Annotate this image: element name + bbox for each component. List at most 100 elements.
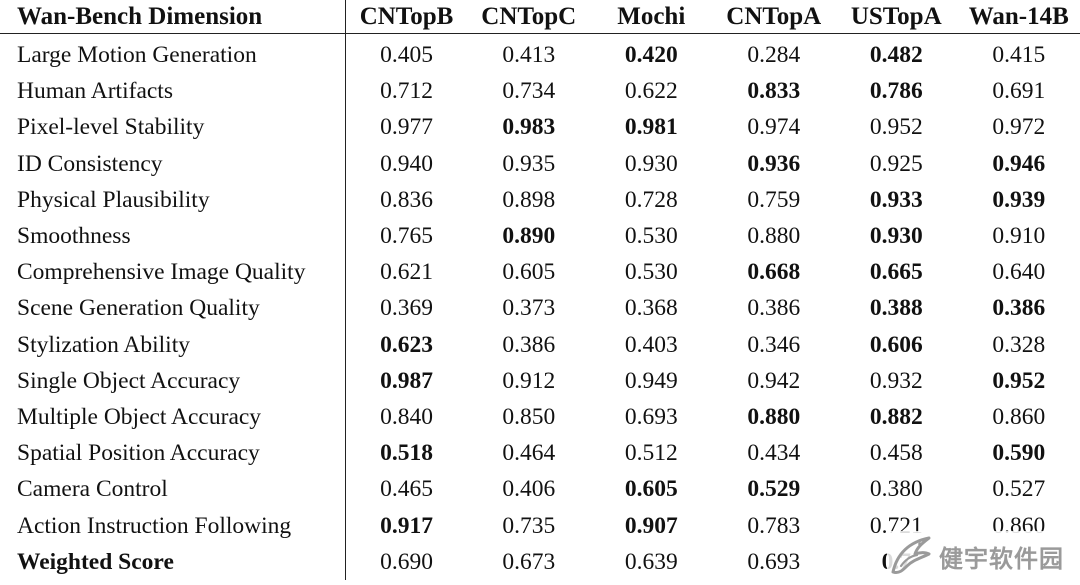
table-row: Spatial Position Accuracy 0.518 0.464 0.512… xyxy=(0,435,1080,472)
cell-cntopb: 0.917 xyxy=(380,512,433,539)
cell-cntopb: 0.940 xyxy=(380,150,433,177)
cell-wan-14b: 0.527 xyxy=(992,476,1046,503)
table-row: Action Instruction Following 0.917 0.735 0.… xyxy=(0,507,1080,544)
cell-cntopb: 0.840 xyxy=(380,404,433,431)
cell-cntopb: 0.369 xyxy=(380,295,433,322)
cell-cntopc: 0.850 xyxy=(502,404,556,431)
header-ustopa: USTopA xyxy=(835,0,958,34)
cell-mochi: 0.949 xyxy=(624,367,678,394)
cell-cntopb: 0.765 xyxy=(380,223,433,250)
cell-cntopa: 0.936 xyxy=(747,150,801,177)
cell-cntopc: 0.898 xyxy=(502,186,556,213)
cell-cntopc: 0.912 xyxy=(502,367,556,394)
cell-cntopc: 0.406 xyxy=(502,476,556,503)
cell-wan-14b: 0.972 xyxy=(992,114,1046,141)
cell-cntopa: 0.434 xyxy=(747,440,801,467)
cell-ustopa: 0.380 xyxy=(869,476,923,503)
cell-mochi: 0.403 xyxy=(624,331,678,358)
cell-cntopc: 0.464 xyxy=(502,440,556,467)
cell-mochi: 0.530 xyxy=(624,223,678,250)
row-label: Single Object Accuracy xyxy=(0,362,346,400)
row-label: Weighted Score xyxy=(0,543,346,581)
header-cntopa: CNTopA xyxy=(712,0,835,34)
cell-ustopa: 0.606 xyxy=(869,331,923,358)
cell-cntopa: 0.974 xyxy=(747,114,801,141)
cell-mochi: 0.530 xyxy=(624,259,678,286)
cell-wan-14b: 0.946 xyxy=(992,150,1046,177)
cell-cntopb: 0.977 xyxy=(380,114,433,141)
table-row: Scene Generation Quality 0.369 0.373 0.368 0… xyxy=(0,290,1080,327)
table-row: Multiple Object Accuracy 0.840 0.850 0.693 0… xyxy=(0,399,1080,436)
cell-cntopa: 0.759 xyxy=(747,186,801,213)
cell-ustopa: 0.388 xyxy=(869,295,923,322)
table-row: Physical Plausibility 0.836 0.898 0.728 0.75… xyxy=(0,181,1080,219)
cell-cntopa: 0.346 xyxy=(747,331,801,358)
cell-cntopb: 0.690 xyxy=(380,548,433,575)
cell-cntopa: 0.284 xyxy=(747,42,801,68)
cell-cntopc: 0.413 xyxy=(502,42,556,68)
cell-ustopa: 0.882 xyxy=(869,404,923,431)
row-label: Pixel-level Stability xyxy=(0,109,346,146)
table-header-row: Wan-Bench Dimension CNTopB CNTopC Mochi … xyxy=(0,0,1080,34)
row-label: Smoothness xyxy=(0,218,346,255)
cell-cntopc: 0.890 xyxy=(502,223,556,250)
header-dimension: Wan-Bench Dimension xyxy=(0,0,346,34)
header-mochi: Mochi xyxy=(590,0,713,34)
cell-ustopa: 0.786 xyxy=(869,78,923,105)
cell-cntopb: 0.987 xyxy=(380,367,433,394)
cell-cntopb: 0.518 xyxy=(380,440,433,467)
cell-wan-14b: 0.691 xyxy=(992,78,1046,105)
cell-ustopa: 0.933 xyxy=(869,186,923,213)
table-row: Large Motion Generation 0.405 0.413 0.420 0.… xyxy=(0,33,1080,74)
cell-ustopa: 0.482 xyxy=(869,42,923,68)
eagle-logo-icon xyxy=(891,536,931,574)
cell-cntopb: 0.405 xyxy=(380,42,433,68)
cell-cntopc: 0.935 xyxy=(502,150,556,177)
row-label: Stylization Ability xyxy=(0,326,346,363)
cell-cntopa: 0.783 xyxy=(747,512,801,539)
cell-mochi: 0.368 xyxy=(624,295,678,322)
cell-wan-14b: 0.860 xyxy=(992,404,1046,431)
table-body: Large Motion Generation 0.405 0.413 0.420 0.… xyxy=(0,33,1080,581)
table-row: Camera Control 0.465 0.406 0.605 0.529 0.380 0… xyxy=(0,471,1080,508)
cell-cntopc: 0.373 xyxy=(502,295,556,322)
watermark: 健宇软件园 xyxy=(887,531,1072,581)
cell-mochi: 0.512 xyxy=(624,440,678,467)
cell-mochi: 0.907 xyxy=(624,512,678,539)
cell-ustopa: 0.925 xyxy=(869,150,923,177)
row-label: Multiple Object Accuracy xyxy=(0,399,346,436)
cell-cntopa: 0.668 xyxy=(747,259,801,286)
row-label: Action Instruction Following xyxy=(0,507,346,544)
table-row: Smoothness 0.765 0.890 0.530 0.880 0.930 0.910 xyxy=(0,218,1080,255)
cell-mochi: 0.639 xyxy=(624,548,678,575)
cell-mochi: 0.728 xyxy=(624,186,678,213)
cell-cntopa: 0.942 xyxy=(747,367,801,394)
row-label: Comprehensive Image Quality xyxy=(0,254,346,291)
cell-cntopc: 0.673 xyxy=(502,548,556,575)
table-row: Stylization Ability 0.623 0.386 0.403 0.346 0… xyxy=(0,326,1080,363)
cell-wan-14b: 0.640 xyxy=(992,259,1046,286)
cell-mochi: 0.420 xyxy=(624,42,678,68)
cell-wan-14b: 0.386 xyxy=(992,295,1046,322)
cell-cntopc: 0.386 xyxy=(502,331,556,358)
cell-ustopa: 0.930 xyxy=(869,223,923,250)
cell-mochi: 0.605 xyxy=(624,476,678,503)
header-cntopb: CNTopB xyxy=(345,0,468,34)
cell-ustopa: 0.665 xyxy=(869,259,923,286)
cell-wan-14b: 0.939 xyxy=(992,186,1046,213)
cell-ustopa: 0.952 xyxy=(869,114,923,141)
header-wan-14b: Wan-14B xyxy=(957,0,1080,34)
cell-mochi: 0.622 xyxy=(624,78,678,105)
cell-cntopc: 0.983 xyxy=(502,114,556,141)
cell-cntopa: 0.693 xyxy=(747,548,801,575)
cell-cntopa: 0.529 xyxy=(747,476,801,503)
row-label: Camera Control xyxy=(0,471,346,508)
cell-ustopa: 0.932 xyxy=(869,367,923,394)
table-row: Pixel-level Stability 0.977 0.983 0.981 0.97… xyxy=(0,109,1080,146)
cell-cntopa: 0.880 xyxy=(747,404,801,431)
cell-cntopc: 0.734 xyxy=(502,78,556,105)
cell-wan-14b: 0.415 xyxy=(992,42,1046,68)
